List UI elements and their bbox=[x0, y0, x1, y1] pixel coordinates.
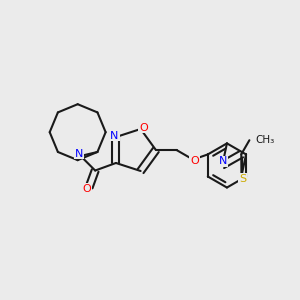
Text: S: S bbox=[239, 174, 247, 184]
Text: N: N bbox=[219, 156, 227, 167]
Text: O: O bbox=[190, 156, 199, 166]
Text: N: N bbox=[110, 130, 119, 140]
Text: O: O bbox=[139, 122, 148, 133]
Text: O: O bbox=[82, 184, 91, 194]
Text: N: N bbox=[75, 148, 83, 159]
Text: CH₃: CH₃ bbox=[256, 135, 275, 145]
